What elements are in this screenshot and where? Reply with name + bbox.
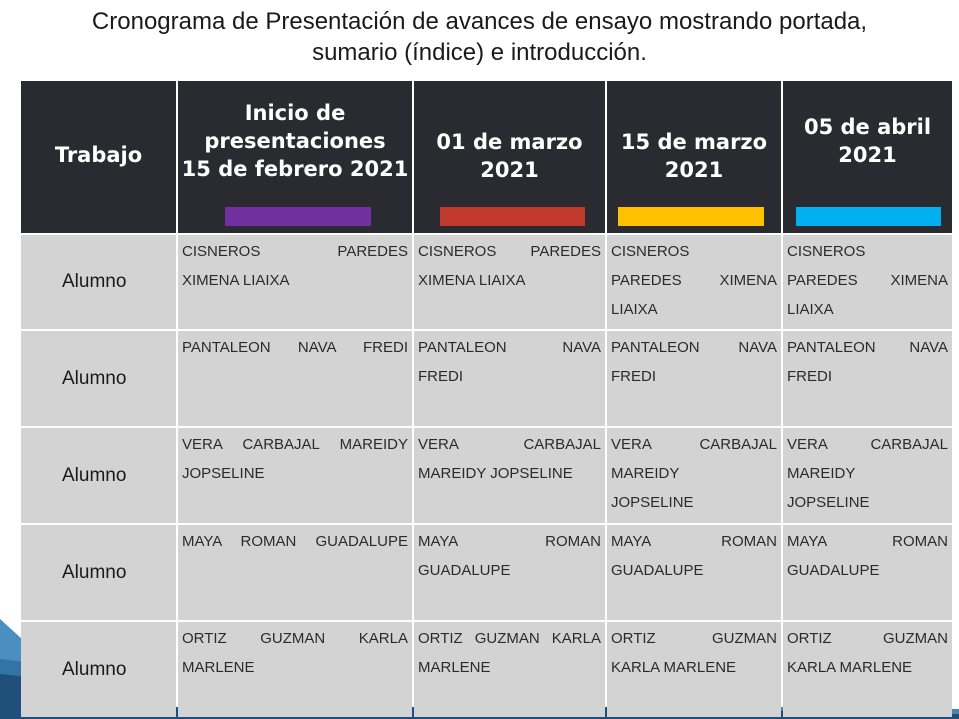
slide-title-line-2: sumario (índice) e introducción. bbox=[312, 39, 647, 66]
table-cell: VERA CARBAJAL MAREIDY JOPSELINE bbox=[783, 428, 952, 523]
table-cell: MAYA ROMAN GUADALUPE bbox=[783, 525, 952, 620]
table-cell: MAYA ROMAN GUADALUPE bbox=[607, 525, 781, 620]
table-cell: ORTIZ GUZMAN KARLA MARLENE bbox=[414, 622, 605, 717]
row-label: Alumno bbox=[21, 235, 176, 329]
cell-line: MAREIDY bbox=[611, 465, 680, 482]
table-cell: ORTIZ GUZMAN KARLA MARLENE bbox=[607, 622, 781, 717]
cell-line: XIMENA LIAIXA bbox=[418, 272, 526, 289]
table-cell: MAYA ROMAN GUADALUPE bbox=[414, 525, 605, 620]
cell-line: ORTIZ GUZMAN KARLA bbox=[418, 630, 601, 647]
cell-line: ORTIZ GUZMAN KARLA bbox=[182, 630, 408, 647]
header-trabajo: Trabajo bbox=[21, 81, 176, 233]
row-label-text: Alumno bbox=[62, 561, 127, 583]
cell-line: ORTIZ GUZMAN bbox=[611, 630, 777, 647]
header-trabajo-label: Trabajo bbox=[54, 143, 143, 167]
table-cell: PANTALEON NAVA FREDI bbox=[607, 331, 781, 426]
cell-line: GUADALUPE bbox=[611, 562, 704, 579]
cell-line: MAYA ROMAN GUADALUPE bbox=[182, 533, 408, 550]
table-cell: ORTIZ GUZMAN KARLA MARLENE bbox=[178, 622, 412, 717]
cell-line: FREDI bbox=[611, 368, 656, 385]
row-label-text: Alumno bbox=[62, 367, 127, 389]
header-01-marzo-line-2: 2021 bbox=[480, 158, 539, 182]
cell-line: PANTALEON NAVA bbox=[787, 339, 948, 356]
cell-line: CISNEROS bbox=[611, 243, 690, 260]
table-cell: ORTIZ GUZMAN KARLA MARLENE bbox=[783, 622, 952, 717]
header-15-marzo-line-1: 15 de marzo bbox=[620, 130, 768, 154]
table-cell: PANTALEON NAVA FREDI bbox=[414, 331, 605, 426]
row-label: Alumno bbox=[21, 622, 176, 717]
header-05-abril-line-1: 05 de abril bbox=[803, 115, 932, 139]
header-15-marzo: 15 de marzo 2021 bbox=[607, 81, 781, 233]
slide-title-line-1: Cronograma de Presentación de avances de… bbox=[91, 8, 868, 35]
table-cell: CISNEROS PAREDES XIMENA LIAIXA bbox=[783, 235, 952, 329]
header-inicio: Inicio de presentaciones 15 de febrero 2… bbox=[178, 81, 412, 233]
cell-line: MAYA ROMAN bbox=[611, 533, 777, 550]
yellow-bar bbox=[618, 207, 764, 226]
header-inicio-line-3: 15 de febrero 2021 bbox=[181, 157, 409, 181]
row-label-text: Alumno bbox=[62, 271, 127, 292]
cell-line: VERA CARBAJAL bbox=[787, 436, 948, 453]
cell-line: MAREIDY JOPSELINE bbox=[418, 465, 573, 482]
cell-line: JOPSELINE bbox=[611, 494, 694, 511]
row-label-text: Alumno bbox=[62, 464, 127, 486]
cell-line: MAYA ROMAN bbox=[418, 533, 601, 550]
header-15-marzo-line-2: 2021 bbox=[664, 158, 724, 182]
cell-line: MAYA ROMAN bbox=[787, 533, 948, 550]
header-inicio-line-2: presentaciones bbox=[204, 129, 386, 153]
cell-line: LIAIXA bbox=[611, 301, 658, 318]
cell-line: VERA CARBAJAL bbox=[418, 436, 601, 453]
cell-line: MAREIDY bbox=[787, 465, 856, 482]
cell-line: PANTALEON NAVA bbox=[418, 339, 601, 356]
red-bar bbox=[440, 207, 585, 226]
cell-line: XIMENA LIAIXA bbox=[182, 272, 290, 289]
row-label: Alumno bbox=[21, 428, 176, 523]
cell-line: GUADALUPE bbox=[787, 562, 880, 579]
schedule-table: Trabajo Inicio de presentaciones 15 de f… bbox=[21, 81, 952, 717]
table-cell: VERA CARBAJAL MAREIDY JOPSELINE bbox=[414, 428, 605, 523]
row-label: Alumno bbox=[21, 331, 176, 426]
header-05-abril-line-2: 2021 bbox=[838, 143, 897, 167]
slide-title: Cronograma de Presentación de avances de… bbox=[0, 6, 959, 68]
header-01-marzo: 01 de marzo 2021 bbox=[414, 81, 605, 233]
cell-line: PAREDES XIMENA bbox=[611, 272, 777, 289]
cell-line: ORTIZ GUZMAN bbox=[787, 630, 948, 647]
cell-line: PANTALEON NAVA FREDI bbox=[182, 339, 408, 356]
table-cell: CISNEROS PAREDES XIMENA LIAIXA bbox=[178, 235, 412, 329]
header-05-abril: 05 de abril 2021 bbox=[783, 81, 952, 233]
cell-line: VERA CARBAJAL MAREIDY bbox=[182, 436, 408, 453]
cell-line: FREDI bbox=[418, 368, 463, 385]
table-cell: VERA CARBAJAL MAREIDY JOPSELINE bbox=[607, 428, 781, 523]
cell-line: KARLA MARLENE bbox=[787, 659, 913, 676]
row-label-text: Alumno bbox=[62, 658, 127, 680]
cell-line: PAREDES XIMENA bbox=[787, 272, 948, 289]
cell-line: KARLA MARLENE bbox=[611, 659, 737, 676]
cell-line: VERA CARBAJAL bbox=[611, 436, 777, 453]
row-label: Alumno bbox=[21, 525, 176, 620]
header-01-marzo-line-1: 01 de marzo bbox=[436, 130, 583, 154]
cell-line: PANTALEON NAVA bbox=[611, 339, 777, 356]
cell-line: GUADALUPE bbox=[418, 562, 511, 579]
table-cell: PANTALEON NAVA FREDI bbox=[178, 331, 412, 426]
cell-line: CISNEROS PAREDES bbox=[182, 243, 408, 260]
purple-bar bbox=[225, 207, 371, 226]
table-cell: CISNEROS PAREDES XIMENA LIAIXA bbox=[607, 235, 781, 329]
blue-bar bbox=[796, 207, 941, 226]
cell-line: MARLENE bbox=[418, 659, 491, 676]
table-cell: MAYA ROMAN GUADALUPE bbox=[178, 525, 412, 620]
cell-line: LIAIXA bbox=[787, 301, 834, 318]
cell-line: CISNEROS PAREDES bbox=[418, 243, 601, 260]
header-inicio-line-1: Inicio de bbox=[244, 101, 346, 125]
table-cell: PANTALEON NAVA FREDI bbox=[783, 331, 952, 426]
table-cell: VERA CARBAJAL MAREIDY JOPSELINE bbox=[178, 428, 412, 523]
cell-line: FREDI bbox=[787, 368, 832, 385]
cell-line: CISNEROS bbox=[787, 243, 866, 260]
table-cell: CISNEROS PAREDES XIMENA LIAIXA bbox=[414, 235, 605, 329]
cell-line: JOPSELINE bbox=[182, 465, 265, 482]
cell-line: MARLENE bbox=[182, 659, 255, 676]
cell-line: JOPSELINE bbox=[787, 494, 870, 511]
